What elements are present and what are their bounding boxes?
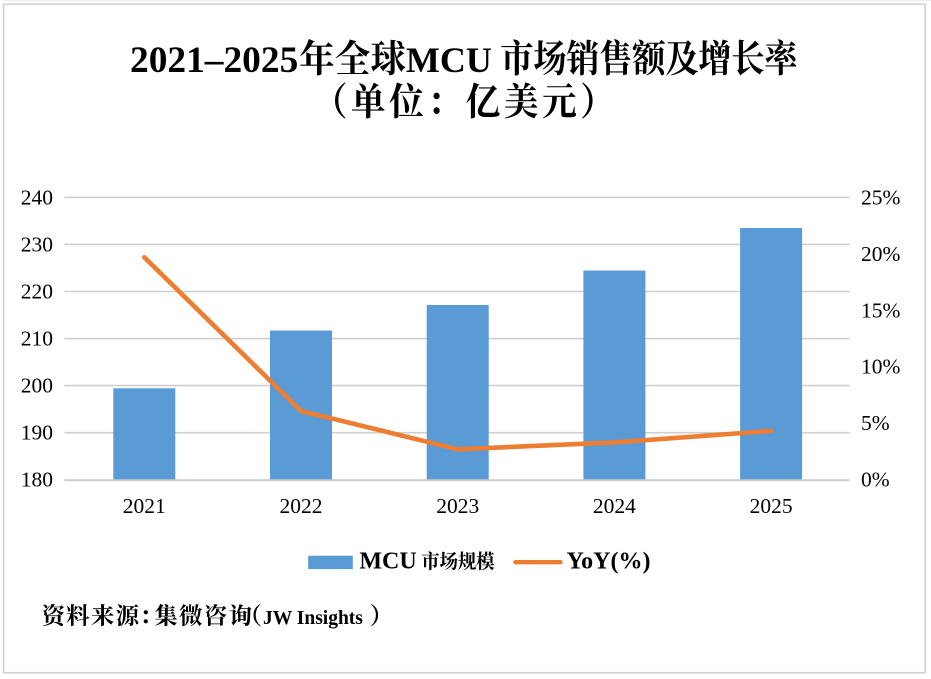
svg-text:5%: 5% xyxy=(861,411,890,435)
svg-text:190: 190 xyxy=(21,421,53,445)
svg-text:2021: 2021 xyxy=(123,494,166,518)
svg-text:240: 240 xyxy=(21,185,53,209)
svg-text:180: 180 xyxy=(21,468,53,492)
svg-text:0%: 0% xyxy=(861,468,890,492)
svg-text:YoY(%): YoY(%) xyxy=(567,548,651,574)
svg-text:JW Insights: JW Insights xyxy=(263,608,363,629)
svg-text:200: 200 xyxy=(21,374,53,398)
svg-text:2024: 2024 xyxy=(593,494,636,518)
svg-text:20%: 20% xyxy=(861,242,901,266)
svg-text:2021–2025: 2021–2025 xyxy=(130,40,298,81)
svg-text:2025: 2025 xyxy=(750,494,793,518)
svg-text:220: 220 xyxy=(21,279,53,303)
svg-text:2022: 2022 xyxy=(280,494,323,518)
svg-text:MCU: MCU xyxy=(406,40,492,80)
svg-text:2023: 2023 xyxy=(436,494,479,518)
svg-text:15%: 15% xyxy=(861,298,901,322)
svg-text:210: 210 xyxy=(21,327,53,351)
svg-text:230: 230 xyxy=(21,232,53,256)
svg-text:25%: 25% xyxy=(861,185,901,209)
svg-text:10%: 10% xyxy=(861,355,901,379)
svg-text:MCU: MCU xyxy=(359,548,416,574)
